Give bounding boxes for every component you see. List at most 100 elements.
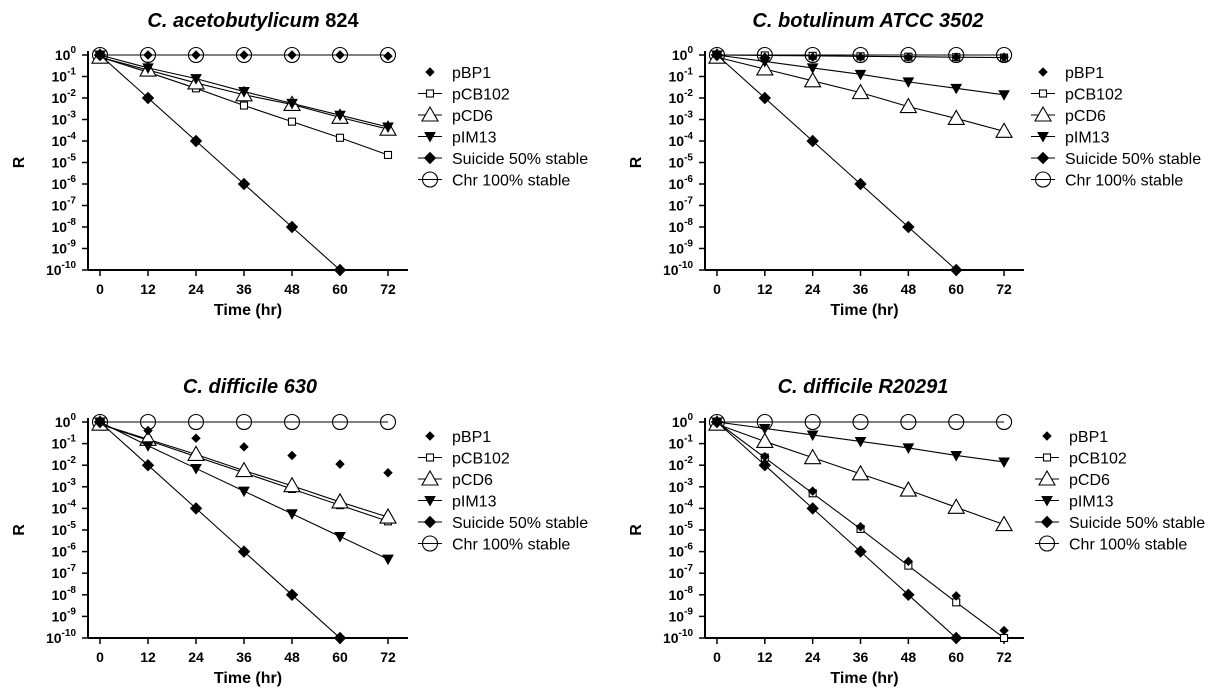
data-point bbox=[190, 463, 202, 475]
legend-label: pBP1 bbox=[1065, 65, 1104, 82]
chart-title: C. difficile R20291 bbox=[778, 376, 949, 398]
data-point bbox=[237, 177, 251, 191]
data-point bbox=[755, 432, 774, 448]
x-tick-label: 36 bbox=[853, 281, 869, 297]
data-point bbox=[191, 433, 201, 443]
y-tick-label: 100 bbox=[55, 412, 77, 430]
data-point bbox=[141, 458, 155, 472]
chart-panel-3: C. difficile 630 100 10-1 10-2 10-3 10-4 10-5 1… bbox=[11, 376, 588, 687]
x-tick-label: 72 bbox=[380, 281, 396, 297]
data-point bbox=[141, 91, 155, 105]
y-tick-label: 10-7 bbox=[669, 563, 694, 581]
series-pim13 bbox=[711, 417, 1010, 468]
chart-panel-2: C. botulinum ATCC 3502 100 10-1 10-2 10-3 10-… bbox=[628, 10, 1201, 319]
data-point bbox=[855, 522, 866, 532]
series-pcd6 bbox=[91, 415, 397, 524]
x-tick-label: 60 bbox=[948, 649, 964, 665]
y-tick-label: 100 bbox=[55, 45, 77, 63]
series-line bbox=[716, 54, 957, 271]
y-tick-label: 10-6 bbox=[52, 174, 77, 192]
data-point bbox=[286, 98, 298, 110]
data-point bbox=[239, 50, 249, 60]
legend-marker bbox=[423, 151, 437, 165]
x-tick-label: 12 bbox=[140, 281, 156, 297]
data-point bbox=[806, 134, 819, 148]
legend-marker bbox=[425, 89, 435, 98]
data-point bbox=[950, 83, 963, 95]
data-point bbox=[383, 150, 393, 160]
chart-title-species: difficile 630 bbox=[208, 376, 317, 398]
y-tick-label: 100 bbox=[672, 45, 694, 63]
data-point bbox=[335, 133, 345, 142]
legend-marker bbox=[1041, 496, 1053, 507]
data-point bbox=[950, 631, 963, 645]
y-tick-label: 10-9 bbox=[52, 239, 77, 257]
data-point bbox=[142, 63, 154, 74]
data-point bbox=[807, 52, 818, 62]
legend-marker bbox=[421, 105, 439, 122]
y-tick-label: 10-9 bbox=[669, 606, 694, 624]
y-tick-label: 10-2 bbox=[669, 88, 694, 106]
data-point bbox=[851, 83, 870, 100]
x-tick-label: 24 bbox=[805, 649, 821, 665]
data-point bbox=[999, 52, 1009, 62]
data-point bbox=[235, 461, 253, 478]
y-tick-label: 10-5 bbox=[52, 153, 77, 171]
data-point bbox=[382, 122, 394, 134]
y-tick-label: 10-1 bbox=[669, 434, 694, 452]
series-suicide-50-stable bbox=[710, 48, 963, 277]
legend-marker bbox=[1034, 171, 1052, 188]
x-tick-label: 24 bbox=[805, 281, 821, 297]
x-tick-label: 60 bbox=[332, 649, 348, 665]
data-point bbox=[379, 413, 397, 431]
data-point bbox=[712, 417, 722, 427]
chart-title-genus: C. bbox=[778, 376, 804, 398]
y-tick-label: 10-8 bbox=[669, 217, 694, 235]
data-point bbox=[948, 413, 965, 431]
legend-marker bbox=[1038, 469, 1056, 486]
x-axis-label: Time (hr) bbox=[214, 670, 282, 687]
series-pim13 bbox=[94, 417, 394, 566]
data-point bbox=[900, 413, 917, 431]
legend-marker bbox=[1036, 151, 1050, 165]
legend-marker bbox=[1038, 89, 1048, 98]
legend: pBP1 pCB102 pCD6 pIM13 Suicide 50% stable Chr… bbox=[418, 65, 588, 190]
y-axis-label: R bbox=[628, 156, 645, 168]
data-point bbox=[852, 413, 869, 431]
data-point bbox=[283, 413, 301, 431]
legend-label: Suicide 50% stable bbox=[452, 515, 588, 532]
data-point bbox=[804, 46, 821, 64]
legend-label: pCB102 bbox=[1069, 451, 1127, 468]
legend-label: pCB102 bbox=[1065, 87, 1123, 104]
y-tick-label: 10-7 bbox=[52, 196, 77, 214]
legend-label: pCD6 bbox=[452, 472, 493, 489]
series-pbp1 bbox=[712, 50, 1009, 62]
data-point bbox=[851, 464, 870, 481]
y-tick-label: 10-3 bbox=[52, 477, 77, 495]
x-tick-label: 48 bbox=[901, 649, 917, 665]
x-tick-label: 36 bbox=[236, 649, 252, 665]
legend-marker bbox=[421, 171, 439, 188]
series-suicide-50-stable bbox=[93, 48, 347, 277]
x-tick-label: 48 bbox=[284, 649, 300, 665]
data-point bbox=[237, 545, 251, 558]
data-point bbox=[900, 46, 917, 64]
data-point bbox=[285, 588, 299, 602]
data-point bbox=[899, 480, 918, 497]
x-tick-label: 60 bbox=[332, 281, 348, 297]
x-axis-label: Time (hr) bbox=[830, 302, 898, 319]
series-chr-100-stable bbox=[91, 413, 397, 431]
y-tick-label: 10-6 bbox=[669, 174, 694, 192]
legend-label: pIM13 bbox=[1069, 494, 1114, 511]
data-point bbox=[333, 631, 347, 645]
legend-label: pIM13 bbox=[452, 130, 497, 147]
x-tick-label: 12 bbox=[757, 281, 773, 297]
chart-title-strain: 824 bbox=[320, 10, 360, 32]
data-point bbox=[855, 52, 866, 62]
data-point bbox=[854, 545, 867, 558]
data-point bbox=[755, 59, 774, 76]
data-point bbox=[235, 46, 253, 64]
data-point bbox=[335, 459, 345, 469]
legend-marker bbox=[421, 535, 439, 552]
